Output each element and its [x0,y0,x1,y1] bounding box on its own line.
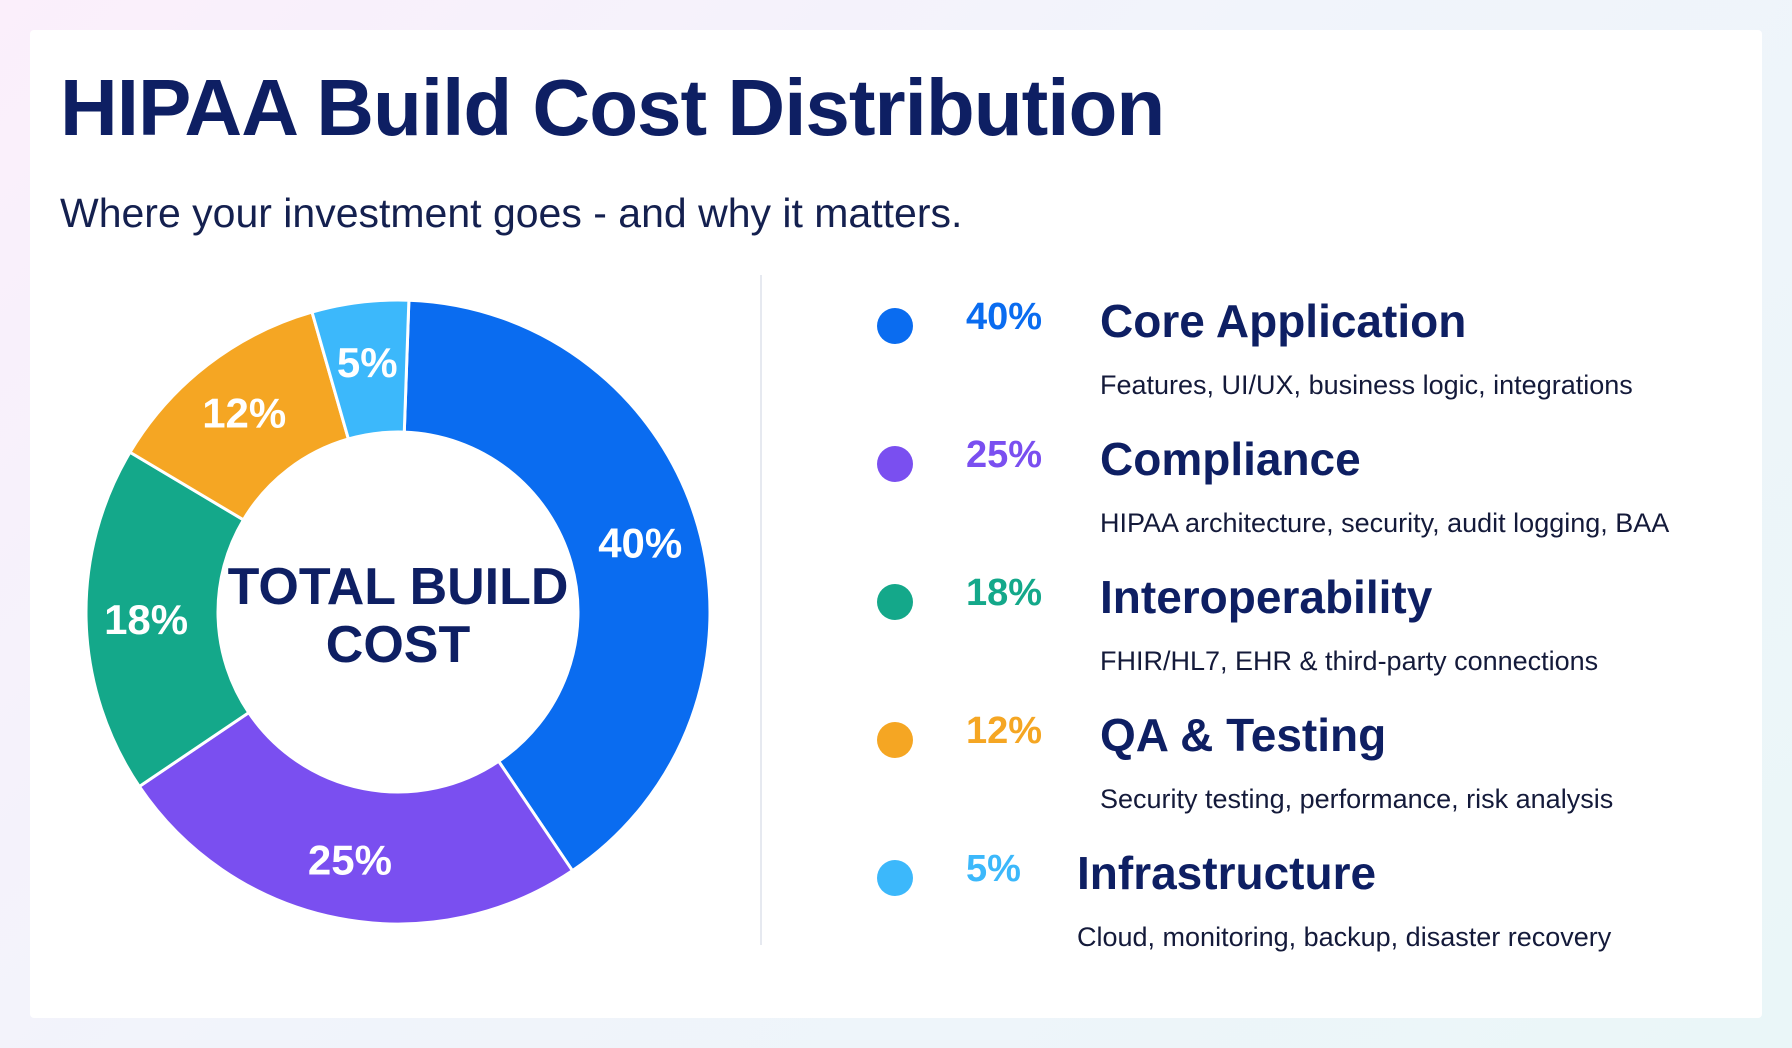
page-title: HIPAA Build Cost Distribution [60,63,1165,152]
legend-desc-qa-testing: Security testing, performance, risk anal… [1100,784,1614,814]
legend-desc-interoperability: FHIR/HL7, EHR & third-party connections [1100,646,1599,676]
legend-desc-compliance: HIPAA architecture, security, audit logg… [1100,508,1670,538]
legend-name-qa-testing: QA & Testing [1100,709,1387,761]
legend-name-core-application: Core Application [1100,295,1467,347]
donut-slice-core-application [402,298,712,873]
legend-percent-interoperability: 18% [966,572,1043,614]
legend-percent-core-application: 40% [966,296,1043,338]
page-subtitle: Where your investment goes - and why it … [60,190,963,236]
legend-desc-infrastructure: Cloud, monitoring, backup, disaster reco… [1077,922,1612,952]
donut-slice-interoperability [84,450,251,789]
donut-label-interoperability: 18% [104,596,188,643]
legend-name-compliance: Compliance [1100,433,1361,485]
legend-percent-infrastructure: 5% [966,848,1021,890]
donut-chart: 40% 25% 18% 12% 5% TOTAL BUILD COST [84,298,712,926]
legend-percent-qa-testing: 12% [966,710,1043,752]
legend-dot-infrastructure [877,860,913,896]
legend-dot-compliance [877,446,913,482]
legend-percent-compliance: 25% [966,434,1043,476]
legend-name-interoperability: Interoperability [1100,571,1433,623]
center-label-line1: TOTAL BUILD [228,558,569,616]
center-label-line2: COST [326,616,471,674]
legend-desc-core-application: Features, UI/UX, business logic, integra… [1100,370,1633,400]
donut-label-infrastructure: 5% [337,339,398,386]
donut-slice-compliance [137,710,575,926]
donut-slice-infrastructure [310,298,411,441]
donut-label-core-application: 40% [598,520,682,567]
legend-name-infrastructure: Infrastructure [1077,847,1377,899]
legend-dot-interoperability [877,584,913,620]
divider [760,275,762,945]
donut-label-compliance: 25% [308,836,392,883]
legend-dot-core-application [877,308,913,344]
donut-label-qa-testing: 12% [202,389,286,436]
legend-dot-qa-testing [877,722,913,758]
